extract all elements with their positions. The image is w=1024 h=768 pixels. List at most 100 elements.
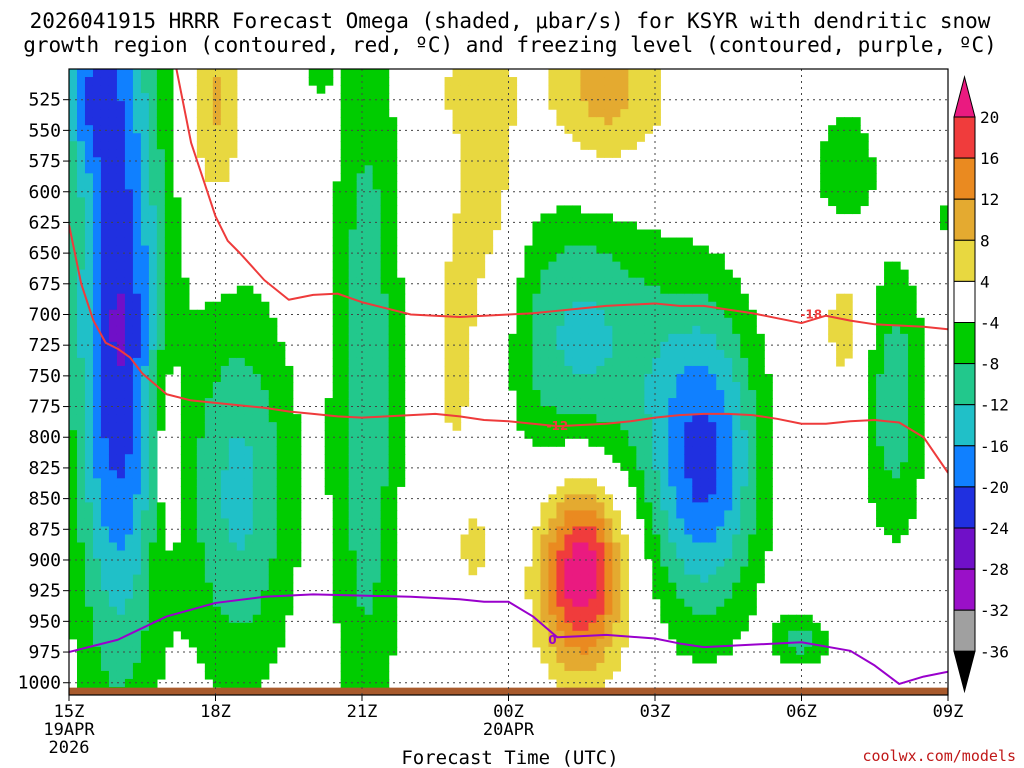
omega-cell — [260, 574, 270, 584]
omega-cell — [92, 414, 102, 423]
omega-cell — [220, 173, 230, 182]
omega-cell — [348, 69, 358, 78]
omega-cell — [388, 149, 398, 158]
omega-cell — [69, 173, 78, 182]
omega-cell — [540, 430, 550, 439]
omega-cell — [612, 454, 621, 463]
omega-cell — [388, 526, 398, 536]
omega-cell — [828, 157, 837, 166]
omega-cell — [468, 253, 478, 263]
omega-cell — [644, 390, 653, 399]
omega-cell — [676, 534, 685, 544]
omega-cell — [204, 173, 214, 182]
omega-cell — [220, 510, 230, 520]
omega-cell — [124, 141, 134, 150]
omega-cell — [204, 534, 214, 544]
omega-cell — [100, 269, 110, 279]
omega-cell — [660, 382, 669, 391]
omega-cell — [348, 510, 358, 520]
omega-cell — [108, 357, 118, 367]
omega-cell — [460, 550, 470, 560]
omega-cell — [92, 622, 102, 632]
omega-cell — [388, 550, 398, 560]
omega-cell — [164, 109, 174, 118]
omega-cell — [540, 542, 550, 552]
omega-cell — [524, 590, 534, 600]
omega-cell — [292, 518, 302, 528]
omega-cell — [708, 325, 717, 335]
omega-cell — [676, 285, 685, 295]
omega-cell — [260, 606, 270, 616]
omega-cell — [564, 638, 574, 648]
omega-cell — [748, 574, 757, 584]
omega-cell — [684, 542, 693, 552]
omega-cell — [692, 502, 701, 512]
omega-cell — [156, 301, 166, 311]
omega-cell — [124, 470, 134, 479]
omega-cell — [508, 117, 518, 126]
y-tick-label: 625 — [28, 212, 61, 233]
omega-cell — [684, 550, 693, 560]
omega-cell — [108, 349, 118, 359]
omega-cell — [332, 598, 342, 608]
omega-cell — [156, 542, 166, 552]
omega-cell — [236, 494, 246, 503]
omega-cell — [396, 422, 406, 431]
omega-cell — [276, 510, 286, 520]
omega-cell — [92, 494, 102, 503]
omega-cell — [356, 141, 366, 150]
omega-cell — [580, 478, 590, 487]
omega-cell — [69, 125, 78, 134]
omega-cell — [828, 189, 837, 199]
omega-cell — [564, 606, 574, 616]
omega-cell — [652, 301, 661, 311]
omega-cell — [572, 502, 582, 512]
omega-cell — [292, 430, 302, 439]
omega-cell — [572, 277, 582, 287]
omega-cell — [220, 486, 230, 495]
omega-cell — [220, 125, 230, 134]
omega-cell — [188, 534, 198, 544]
omega-cell — [612, 662, 621, 672]
omega-cell — [860, 197, 869, 207]
omega-cell — [148, 85, 158, 94]
omega-cell — [636, 382, 645, 391]
omega-cell — [692, 269, 701, 279]
omega-cell — [69, 269, 78, 279]
omega-cell — [340, 373, 350, 383]
omega-cell — [572, 494, 582, 503]
omega-cell — [396, 406, 406, 415]
omega-cell — [468, 197, 478, 207]
omega-cell — [388, 125, 398, 134]
omega-cell — [236, 638, 246, 648]
omega-cell — [204, 117, 214, 126]
omega-cell — [92, 478, 102, 487]
omega-cell — [180, 446, 190, 455]
omega-cell — [508, 349, 518, 359]
omega-cell — [132, 157, 142, 166]
omega-cell — [92, 486, 102, 495]
omega-cell — [332, 574, 342, 584]
omega-cell — [916, 357, 925, 367]
omega-cell — [620, 341, 629, 351]
omega-cell — [108, 253, 118, 263]
omega-cell — [564, 558, 574, 568]
omega-cell — [188, 582, 198, 592]
omega-cell — [652, 69, 661, 78]
omega-cell — [148, 245, 158, 255]
omega-cell — [572, 646, 582, 656]
omega-cell — [140, 301, 150, 311]
omega-cell — [644, 285, 653, 295]
omega-cell — [572, 614, 582, 624]
omega-cell — [684, 526, 693, 536]
omega-cell — [580, 109, 590, 118]
omega-cell — [108, 670, 118, 680]
omega-cell — [92, 165, 102, 174]
omega-cell — [396, 325, 406, 335]
omega-cell — [180, 285, 190, 295]
omega-cell — [84, 197, 94, 207]
omega-cell — [236, 590, 246, 600]
omega-cell — [900, 390, 909, 399]
omega-cell — [356, 189, 366, 199]
omega-cell — [732, 510, 741, 520]
